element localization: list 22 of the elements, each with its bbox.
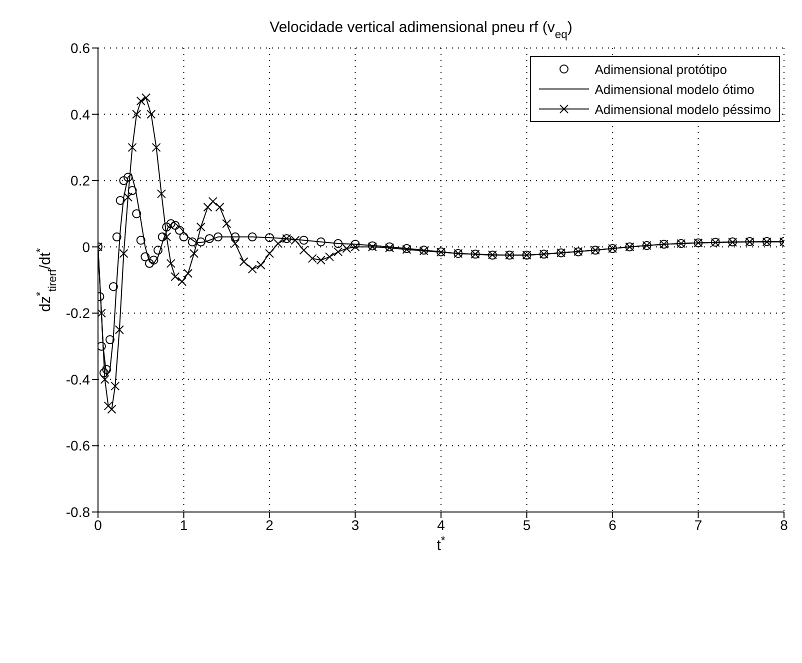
y-tick-label: -0.8 [66,504,90,520]
x-tick-label: 1 [180,516,188,533]
x-tick-label: 5 [522,516,531,533]
chart-title: Velocidade vertical adimensional pneu rf (v$_{eq}$) [270,19,572,41]
legend-label: Adimensional modelo péssimo [594,102,771,116]
x-tick-label: 2 [266,516,274,533]
y-tick-label: -0.4 [66,371,90,388]
x-tick-label: 6 [608,516,617,533]
y-tick-label: 0 [82,238,90,255]
x-tick-label: 4 [437,516,446,533]
x-tick-label: 0 [94,516,102,533]
y-tick-label: 0.2 [70,172,90,189]
legend-label: Adimensional protótipo [594,62,727,76]
y-tick-label: -0.6 [66,438,90,454]
y-tick-label: 0.6 [70,40,90,56]
legend-label: Adimensional modelo ótimo [594,82,754,96]
x-tick-label: 7 [694,516,702,533]
y-tick-label: 0.4 [70,106,90,122]
x-axis-title: t$^{*}$ [436,535,446,554]
y-tick-label: -0.2 [66,305,90,322]
x-tick-label: 8 [780,516,788,533]
x-tick-label: 3 [351,516,360,533]
